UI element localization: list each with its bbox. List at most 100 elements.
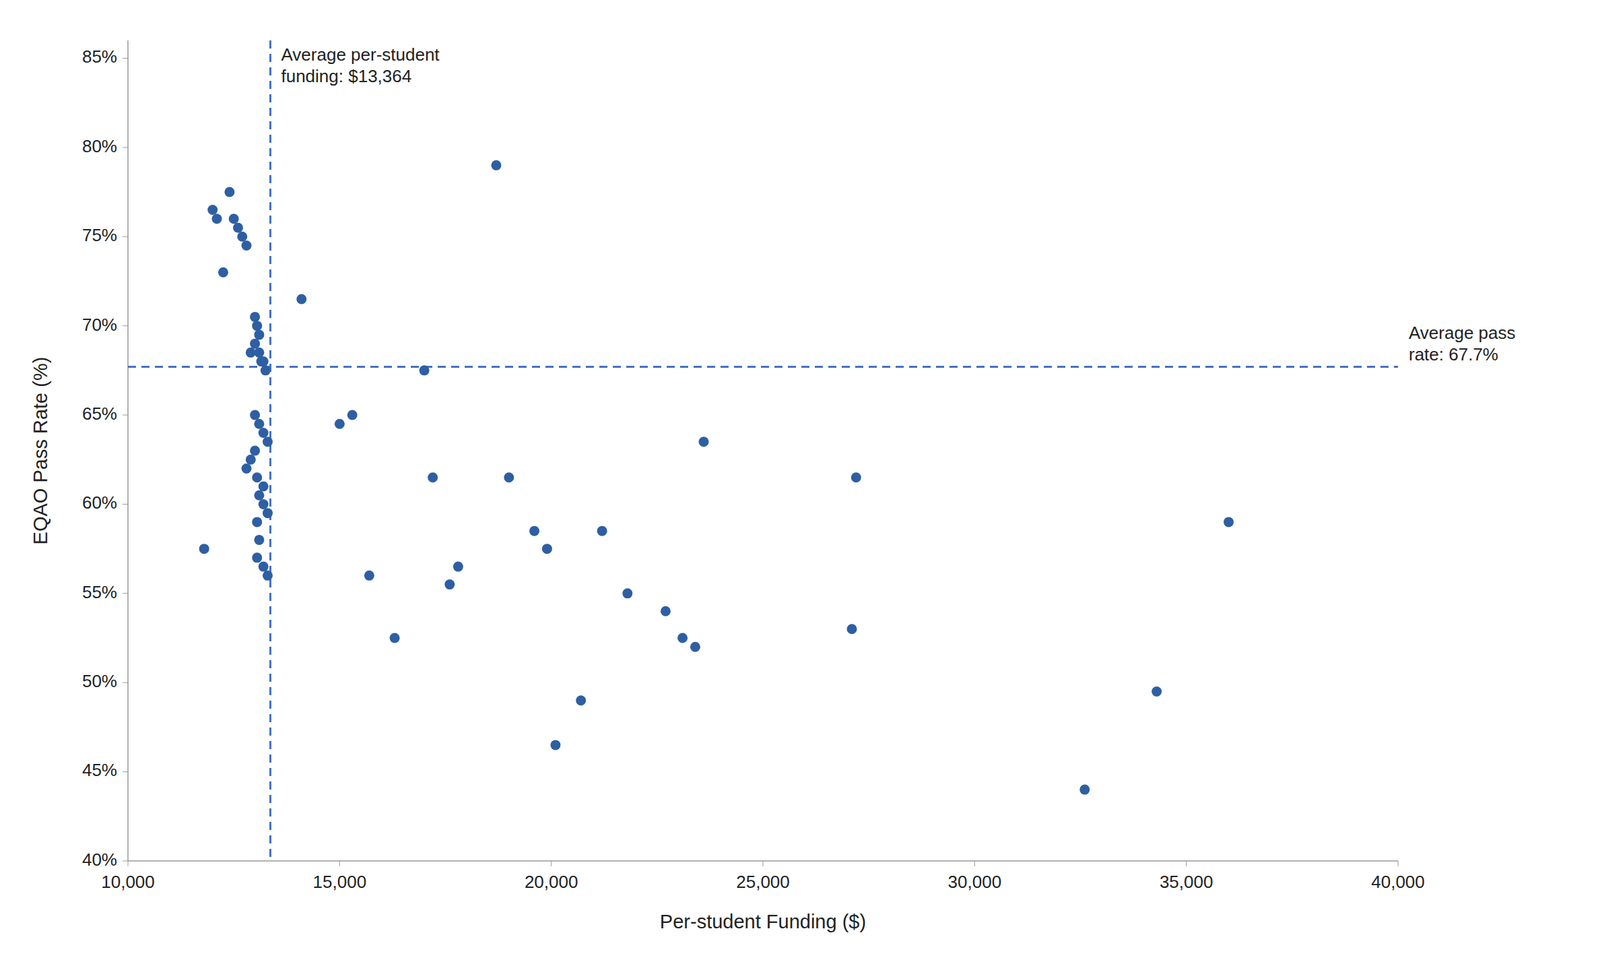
x-axis-label: Per-student Funding ($) (659, 910, 866, 932)
x-tick (762, 860, 764, 866)
chart: 10,000 15,000 20,000 25,000 30,000 35,000 40,0… (0, 0, 1600, 962)
scatter-point (698, 436, 709, 447)
annotations: Average per-studentfunding: $13,364 Avera… (280, 44, 1516, 365)
scatter-point (347, 410, 358, 421)
x-tick (1185, 860, 1187, 866)
x-tick (127, 860, 129, 866)
y-tick (122, 771, 128, 772)
y-tick-label: 55% (82, 581, 118, 603)
scatter-point (241, 463, 252, 474)
y-tick-label: 70% (82, 314, 118, 335)
scatter-point (529, 525, 540, 537)
x-tick (1397, 860, 1399, 866)
scatter-point (241, 240, 252, 251)
y-tick (122, 503, 128, 505)
y-tick-label: 80% (82, 136, 118, 157)
scatter-point (597, 525, 608, 537)
y-tick (122, 682, 128, 683)
y-tick (122, 592, 128, 594)
scatter-point (224, 187, 235, 198)
x-tick-label: 35,000 (1159, 871, 1214, 892)
scatter-point (262, 436, 273, 447)
scatter-point (258, 356, 269, 367)
y-axis-line (127, 40, 129, 861)
y-tick (122, 860, 128, 862)
y-tick (122, 325, 128, 326)
y-tick (122, 236, 128, 238)
scatter-point (218, 267, 229, 278)
scatter-point (1223, 516, 1234, 527)
scatter-point (249, 311, 260, 322)
scatter-point (228, 213, 240, 224)
scatter-point (251, 552, 262, 563)
scatter-point (258, 498, 269, 510)
scatter-point (212, 213, 223, 224)
scatter-point (262, 570, 273, 581)
scatter-point (237, 231, 248, 242)
scatter-point (677, 632, 688, 644)
reference-line (127, 365, 1398, 368)
scatter-point (253, 329, 264, 340)
scatter-point (1079, 784, 1090, 795)
scatter-point (453, 561, 464, 572)
y-tick-label: 65% (82, 403, 118, 424)
scatter-point (260, 364, 271, 376)
y-tick-label: 75% (82, 224, 118, 246)
scatter-point (251, 320, 262, 331)
x-tick (339, 860, 341, 866)
scatter-point (419, 364, 430, 376)
y-tick-label: 40% (82, 849, 118, 870)
y-tick-label: 50% (82, 670, 118, 691)
x-tick (974, 860, 976, 866)
scatter-point (847, 623, 858, 634)
x-tick-label: 40,000 (1371, 871, 1425, 892)
x-tick-label: 10,000 (101, 871, 155, 892)
x-tick-label: 30,000 (948, 871, 1003, 892)
scatter-point (262, 507, 273, 518)
scatter-point (251, 516, 262, 527)
y-tick (122, 57, 128, 59)
scatter-point (232, 222, 244, 233)
scatter-point (296, 293, 307, 304)
scatter-point (334, 418, 345, 429)
y-tick (122, 146, 128, 148)
scatter-point (1151, 686, 1162, 697)
scatter-point (622, 587, 633, 598)
scatter-point (245, 454, 256, 465)
reference-line (269, 40, 272, 861)
y-tick-label: 60% (82, 492, 118, 513)
scatter-point (251, 472, 262, 483)
scatter-point (258, 561, 269, 572)
y-tick-label: 45% (82, 759, 118, 780)
y-tick-label: 85% (82, 46, 118, 67)
scatter-point (253, 347, 264, 358)
scatter-point (490, 160, 502, 171)
x-tick-label: 15,000 (313, 871, 368, 892)
scatter-point (249, 410, 260, 421)
scatter-point (427, 472, 438, 483)
x-tick (550, 860, 552, 866)
y-tick (122, 414, 128, 416)
scatter-point (389, 632, 400, 644)
scatter-point (253, 534, 264, 545)
scatter-point (253, 490, 264, 501)
x-tick-label: 20,000 (524, 871, 579, 892)
scatter-point (258, 427, 269, 438)
scatter-point (660, 606, 671, 617)
points (199, 160, 1234, 795)
scatter-point (575, 694, 586, 706)
scatter-point (542, 543, 553, 554)
x-tick-label: 25,000 (736, 871, 790, 892)
annotation: Average per-studentfunding: $13,364 (280, 44, 440, 87)
y-axis-label: EQAO Pass Rate (%) (29, 356, 52, 545)
scatter-point (207, 204, 218, 215)
scatter-point (199, 543, 210, 554)
scatter-point (550, 739, 561, 750)
scatter-point (258, 480, 269, 491)
scatter-point (444, 579, 455, 590)
scatter-point (253, 418, 264, 429)
scatter-point (690, 641, 701, 652)
annotation: Average passrate: 67.7% (1408, 322, 1516, 365)
scatter-point (249, 445, 260, 456)
scatter-point (364, 570, 375, 581)
